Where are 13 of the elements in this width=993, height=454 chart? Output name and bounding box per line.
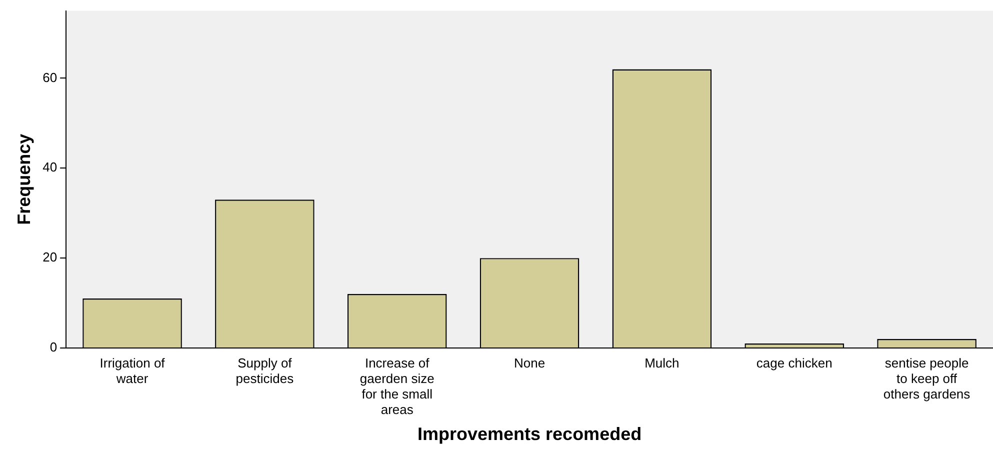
y-tick-label: 20 — [42, 250, 58, 265]
y-axis-title: Frequency — [14, 134, 34, 225]
x-tick-label: Supply of pesticides — [236, 355, 294, 386]
y-tick-label: 0 — [50, 340, 58, 355]
x-tick-label: None — [514, 355, 546, 370]
x-axis-title: Improvements recomeded — [417, 424, 642, 444]
x-tick-label: Increase of gaerden size for the small areas — [360, 355, 434, 418]
y-tick-label: 60 — [42, 70, 58, 85]
x-tick-label: Mulch — [644, 355, 680, 370]
x-tick-label: sentise people to keep off others gardens — [883, 355, 971, 402]
x-tick-label: cage chicken — [756, 355, 832, 370]
y-tick-label: 40 — [42, 160, 58, 175]
x-tick-label: Irrigation of water — [100, 355, 166, 386]
